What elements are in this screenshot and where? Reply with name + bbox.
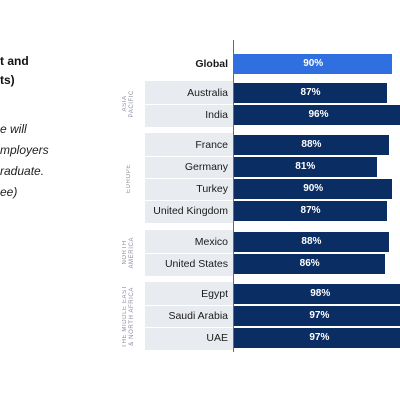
row-separator — [145, 305, 234, 306]
category-label: France — [195, 139, 228, 151]
bar-value-label: 98% — [310, 288, 331, 299]
bar — [234, 328, 400, 348]
bar — [234, 54, 393, 74]
bar-value-label: 90% — [303, 183, 324, 194]
category-label: Australia — [187, 87, 228, 99]
bar-value-label: 97% — [309, 310, 330, 321]
bar — [234, 232, 389, 252]
axis-line — [233, 40, 234, 352]
row-separator — [145, 253, 234, 254]
bar-value-label: 87% — [300, 87, 321, 98]
bar-value-label: 88% — [301, 236, 322, 247]
category-label: Egypt — [201, 288, 228, 300]
bar — [234, 306, 400, 326]
bar — [234, 105, 400, 125]
category-label: Saudi Arabia — [168, 310, 228, 322]
bar — [234, 83, 388, 103]
bar-value-label: 90% — [303, 58, 324, 69]
bar — [234, 179, 393, 199]
category-label: Global — [195, 58, 228, 70]
bar — [234, 135, 389, 155]
category-label: United Kingdom — [153, 205, 228, 217]
category-label: Turkey — [196, 183, 228, 195]
row-separator — [145, 104, 234, 105]
bar-value-label: 96% — [308, 109, 329, 120]
group-band — [145, 282, 234, 350]
bar — [234, 157, 377, 177]
row-separator — [145, 327, 234, 328]
row-separator — [145, 156, 234, 157]
bar — [234, 201, 388, 221]
bar — [234, 284, 400, 304]
category-label: UAE — [206, 332, 228, 344]
bar-value-label: 81% — [295, 161, 316, 172]
bar-value-label: 86% — [299, 258, 320, 269]
bar-value-label: 88% — [301, 139, 322, 150]
bar-value-label: 97% — [309, 332, 330, 343]
chart-title-fragment: t and ts) — [0, 54, 29, 87]
row-separator — [145, 200, 234, 201]
bar-value-label: 87% — [300, 205, 321, 216]
bar — [234, 254, 386, 274]
category-label: India — [205, 109, 228, 121]
category-label: United States — [164, 258, 228, 270]
category-label: Mexico — [194, 236, 228, 248]
row-separator — [145, 178, 234, 179]
chart-subtitle-fragment: e will mployers raduate. ee) — [0, 122, 49, 199]
category-label: Germany — [184, 161, 228, 173]
